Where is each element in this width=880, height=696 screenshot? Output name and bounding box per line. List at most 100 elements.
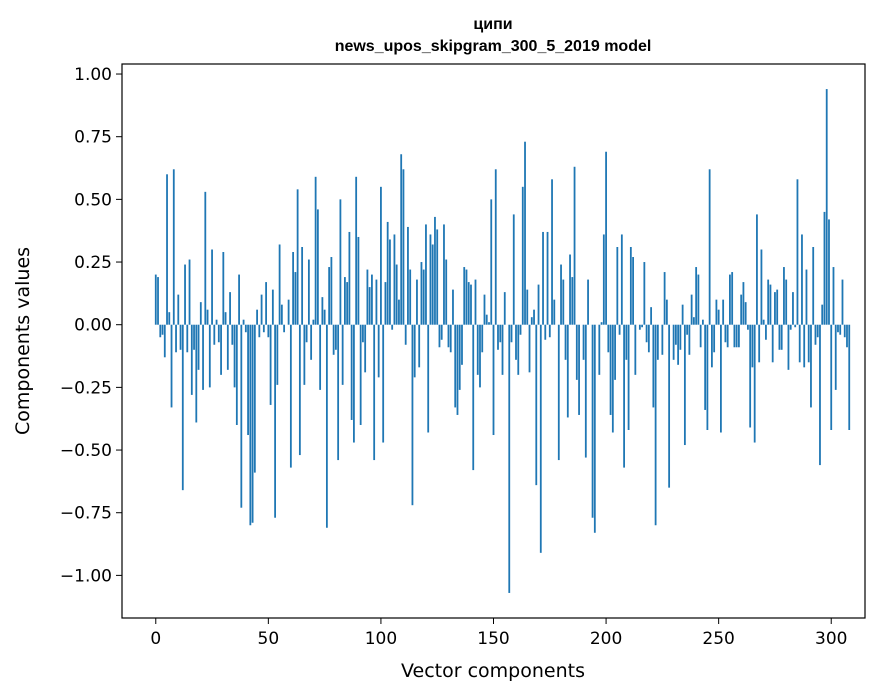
bar bbox=[503, 292, 506, 325]
bar bbox=[316, 209, 319, 325]
bar bbox=[226, 324, 229, 370]
y-tick-label: 0.25 bbox=[74, 253, 112, 273]
bar bbox=[319, 324, 322, 390]
bar bbox=[485, 314, 488, 325]
bar bbox=[163, 324, 166, 358]
bar bbox=[416, 279, 418, 325]
bar bbox=[188, 259, 191, 325]
bar bbox=[546, 231, 549, 325]
bar bbox=[697, 274, 700, 325]
bar bbox=[704, 324, 707, 410]
bar bbox=[278, 244, 281, 325]
bar bbox=[762, 319, 765, 325]
bar bbox=[566, 324, 569, 418]
bar bbox=[204, 191, 207, 325]
bar bbox=[533, 309, 535, 325]
bar bbox=[618, 324, 621, 335]
bar bbox=[832, 267, 835, 325]
bar bbox=[792, 292, 794, 325]
bar bbox=[233, 324, 236, 388]
bar bbox=[778, 324, 781, 350]
bar bbox=[323, 309, 326, 325]
bar bbox=[181, 324, 184, 491]
bar bbox=[391, 324, 394, 330]
bar bbox=[479, 324, 481, 388]
bar bbox=[303, 324, 306, 385]
bar bbox=[280, 304, 283, 325]
bar bbox=[814, 324, 817, 345]
bar bbox=[456, 324, 459, 415]
bar bbox=[654, 324, 657, 526]
bar bbox=[238, 274, 240, 325]
bar bbox=[490, 199, 493, 325]
bar bbox=[634, 324, 637, 375]
bar bbox=[359, 324, 362, 425]
bar bbox=[706, 324, 709, 430]
bar bbox=[452, 289, 454, 325]
bar bbox=[535, 324, 538, 486]
bar bbox=[287, 299, 290, 325]
bar bbox=[562, 279, 565, 325]
bar bbox=[623, 324, 625, 468]
y-tick-label: −0.50 bbox=[60, 441, 112, 461]
bar bbox=[717, 309, 720, 325]
bar bbox=[292, 252, 295, 325]
bar bbox=[312, 319, 315, 325]
bar bbox=[449, 324, 452, 353]
bar bbox=[598, 324, 601, 375]
bar bbox=[735, 324, 738, 348]
bar bbox=[647, 324, 650, 353]
bar bbox=[350, 324, 353, 420]
bar bbox=[785, 279, 788, 325]
bar bbox=[607, 324, 610, 353]
bar bbox=[839, 324, 842, 335]
bar bbox=[825, 89, 828, 325]
bar bbox=[713, 324, 716, 353]
bar bbox=[301, 247, 304, 325]
bar bbox=[722, 299, 725, 325]
bar bbox=[422, 269, 425, 325]
bar bbox=[699, 324, 702, 348]
y-tick-label: −0.25 bbox=[60, 378, 112, 398]
bar bbox=[197, 324, 200, 370]
bar bbox=[168, 312, 171, 325]
x-tick-label: 100 bbox=[365, 629, 397, 649]
bar bbox=[760, 249, 763, 325]
bar bbox=[447, 324, 450, 348]
bars-group bbox=[154, 89, 851, 593]
bar bbox=[783, 267, 785, 325]
bar bbox=[476, 324, 479, 375]
bar bbox=[499, 324, 502, 343]
bar bbox=[346, 282, 349, 325]
bar bbox=[557, 324, 560, 461]
y-tick-label: −1.00 bbox=[60, 566, 112, 586]
bar bbox=[161, 324, 164, 335]
bar bbox=[404, 324, 407, 345]
bar bbox=[519, 324, 522, 335]
bar bbox=[494, 169, 497, 325]
bar bbox=[474, 279, 477, 325]
bar bbox=[553, 299, 556, 325]
bar bbox=[175, 324, 177, 353]
bar bbox=[652, 324, 655, 408]
x-tick-label: 150 bbox=[477, 629, 509, 649]
bar bbox=[672, 324, 675, 360]
bar bbox=[400, 154, 403, 325]
bar bbox=[177, 294, 180, 325]
bar bbox=[765, 324, 767, 340]
bar bbox=[265, 282, 267, 325]
bar bbox=[172, 169, 175, 325]
bar bbox=[283, 324, 286, 333]
bar bbox=[578, 324, 580, 415]
bar bbox=[551, 179, 553, 325]
bar bbox=[362, 324, 364, 343]
bar bbox=[355, 176, 358, 325]
bar bbox=[488, 322, 490, 325]
y-tick-label: 1.00 bbox=[74, 65, 112, 85]
bar bbox=[364, 324, 367, 373]
bar bbox=[398, 299, 400, 325]
bar bbox=[600, 322, 603, 325]
bar bbox=[650, 307, 653, 325]
bar bbox=[794, 324, 797, 328]
